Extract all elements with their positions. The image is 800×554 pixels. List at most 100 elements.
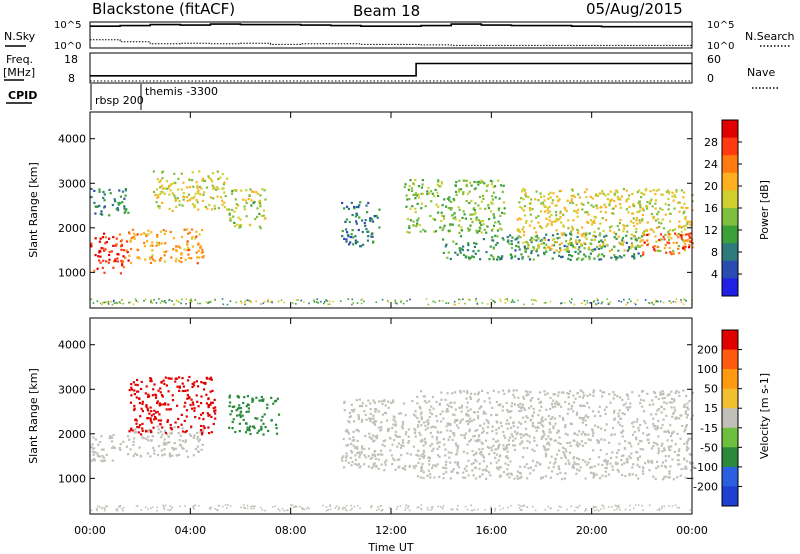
velocity-cell — [393, 459, 396, 462]
velocity-cell — [160, 436, 163, 439]
velocity-cell — [96, 454, 99, 457]
power-cell — [577, 208, 580, 211]
velocity-cell — [502, 444, 505, 447]
velocity-cell — [454, 442, 457, 445]
power-cell — [673, 193, 676, 197]
power-cell — [143, 245, 147, 248]
power-ground-cell — [381, 298, 384, 301]
velocity-cell — [470, 463, 473, 466]
power-cell — [174, 181, 177, 185]
velocity-cell — [194, 447, 197, 451]
power-cell — [643, 233, 646, 237]
power-ground-cell — [271, 300, 273, 303]
power-cell — [264, 217, 267, 220]
velocity-cell — [235, 409, 238, 412]
velocity-cell — [181, 430, 185, 433]
power-cell — [522, 226, 525, 229]
power-cell — [421, 179, 424, 182]
power-cell — [613, 192, 616, 195]
power-cell — [414, 211, 417, 214]
velocity-cell — [564, 425, 567, 428]
velocity-cell — [214, 412, 217, 415]
velocity-cell — [539, 463, 542, 466]
velocity-cell — [369, 412, 372, 415]
power-cell — [572, 246, 575, 249]
velocity-ground-cell — [227, 504, 229, 506]
power-cell — [182, 191, 185, 195]
velocity-cell — [637, 442, 640, 446]
velocity-ground-cell — [283, 509, 286, 512]
velocity-cell — [352, 430, 355, 433]
power-cell — [588, 255, 591, 258]
velocity-ground-cell — [532, 505, 534, 508]
velocity-cell — [390, 401, 393, 404]
velocity-cell — [141, 429, 144, 432]
velocity-cell — [146, 417, 149, 420]
power-cell — [426, 190, 429, 193]
velocity-cell — [209, 403, 212, 406]
velocity-cell — [519, 465, 522, 468]
velocity-cell — [405, 431, 408, 434]
power-cell — [550, 247, 553, 251]
velocity-cell — [436, 447, 439, 450]
power-cell — [561, 255, 564, 258]
velocity-cell — [497, 391, 500, 394]
power-cell — [490, 254, 493, 257]
velocity-cell — [375, 437, 378, 440]
velocity-cell — [361, 418, 364, 422]
power-cell — [574, 250, 577, 253]
power-cell — [173, 194, 176, 197]
velocity-cell — [153, 418, 156, 421]
velocity-cell — [275, 423, 278, 426]
velocity-cell — [621, 412, 624, 415]
power-cell — [99, 255, 102, 258]
velocity-cell — [601, 474, 604, 477]
power-cell — [180, 172, 183, 175]
power-cell — [627, 197, 630, 200]
velocity-ground-cell — [322, 504, 324, 507]
power-ground-cell — [280, 299, 283, 301]
velocity-cell — [484, 468, 487, 471]
velocity-cell — [457, 445, 460, 448]
power-ground-cell — [618, 300, 620, 302]
cpid-mode-themis: themis -3300 — [145, 85, 218, 98]
velocity-ground-cell — [661, 507, 663, 510]
power-ground-cell — [458, 302, 460, 305]
velocity-cell — [495, 461, 498, 464]
power-cell — [643, 193, 646, 196]
velocity-cell — [554, 439, 557, 442]
velocity-cell — [685, 445, 689, 448]
power-cell — [98, 259, 101, 262]
velocity-cell — [638, 394, 641, 397]
velocity-cell — [352, 436, 355, 439]
velocity-cell — [478, 467, 481, 471]
power-cell — [498, 227, 502, 230]
power-cell — [548, 205, 551, 208]
power-cell — [188, 198, 191, 202]
power-cell — [492, 191, 495, 194]
velocity-cell — [354, 446, 357, 449]
velocity-cell — [404, 433, 407, 436]
power-cell — [548, 215, 551, 219]
velocity-ground-cell — [585, 507, 587, 510]
power-ground-cell — [636, 299, 639, 301]
velocity-ground-cell — [90, 509, 93, 512]
velocity-cell — [604, 466, 607, 470]
power-cell — [354, 242, 357, 245]
power-cell — [598, 253, 601, 256]
velocity-cell — [526, 439, 529, 442]
velocity-cell — [210, 415, 213, 418]
velocity-cell — [478, 475, 482, 478]
velocity-cell — [244, 422, 248, 425]
power-cell — [678, 210, 681, 213]
power-cell — [510, 243, 513, 246]
velocity-cell — [492, 438, 495, 441]
power-ground-cell — [221, 298, 224, 300]
power-cell — [543, 210, 546, 213]
power-cell — [350, 201, 353, 204]
velocity-cell — [496, 439, 500, 442]
velocity-cell — [363, 447, 366, 451]
beam-title: Beam 18 — [353, 2, 420, 20]
velocity-cell — [429, 476, 432, 479]
velocity-cell — [664, 459, 668, 462]
